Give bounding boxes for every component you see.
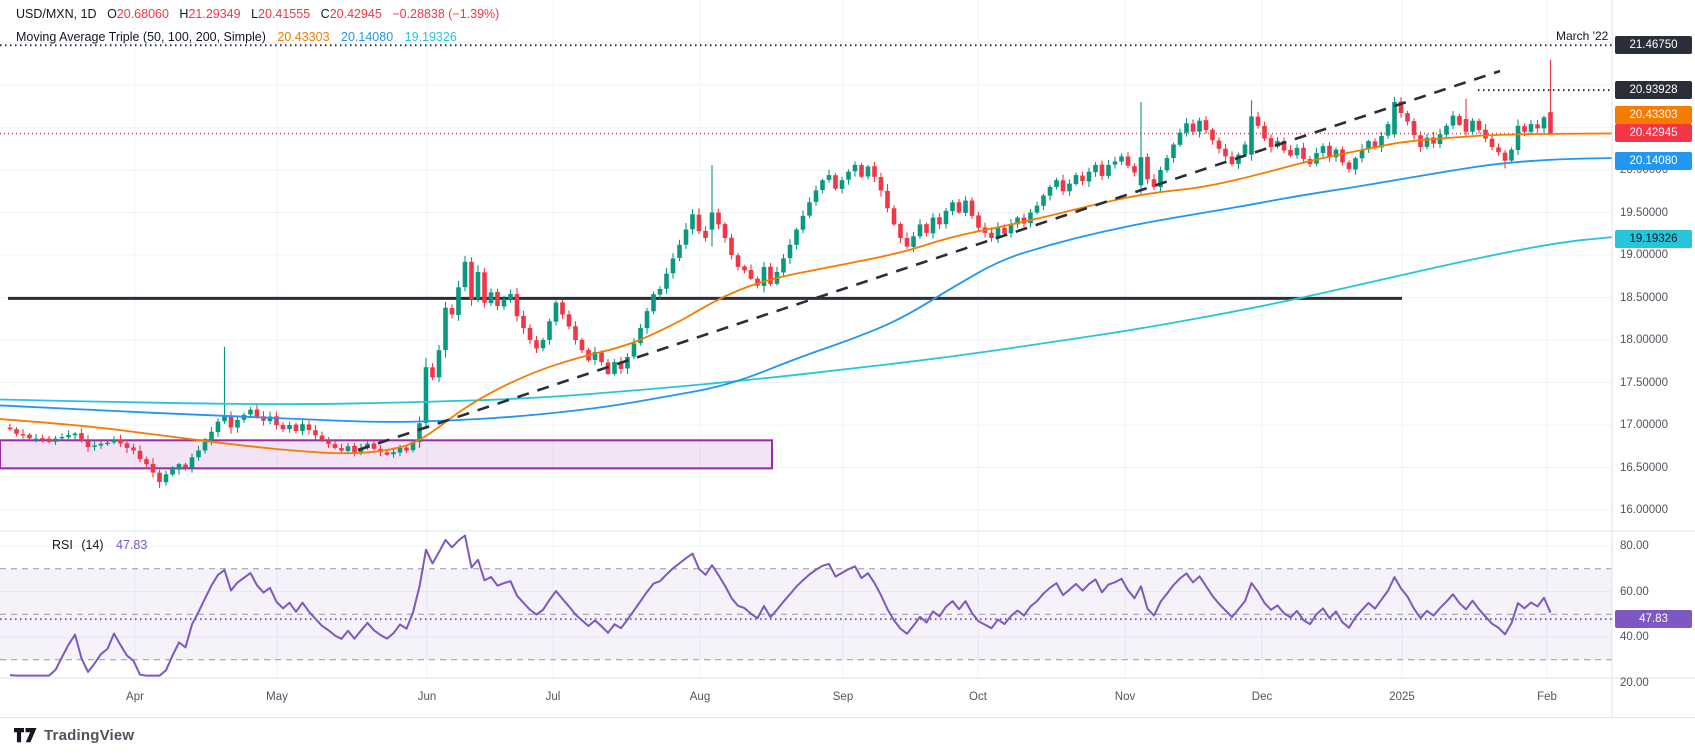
ma200-value: 19.19326 — [404, 30, 457, 44]
time-tick-label: Oct — [969, 691, 987, 703]
symbol-title: USD/MXN, 1D — [16, 7, 97, 21]
price-tick-label: 17.50000 — [1620, 376, 1668, 389]
price-tick-label: 18.00000 — [1620, 334, 1668, 346]
symbol-legend-row[interactable]: USD/MXN, 1D O20.68060 H21.29349 L20.4155… — [16, 7, 499, 21]
time-tick-label: Jul — [545, 691, 561, 703]
time-tick-label: Nov — [1114, 691, 1136, 703]
time-tick-label: Aug — [689, 691, 711, 703]
time-tick-label: 2025 — [1389, 691, 1415, 703]
low-value: 20.41555 — [258, 7, 311, 21]
high-label: H — [179, 7, 189, 21]
price-tick-label: 19.50000 — [1620, 206, 1668, 219]
march22-annotation: March '22 — [1556, 29, 1609, 43]
ma-legend-row[interactable]: Moving Average Triple (50, 100, 200, Sim… — [16, 30, 457, 44]
rsi-value-badge: 47.83 — [1615, 610, 1692, 629]
rsi-tick-label: 60.00 — [1620, 585, 1649, 598]
rsi-tick-label: 20.00 — [1620, 676, 1649, 689]
rsi-tick-label: 40.00 — [1620, 631, 1649, 643]
low-label: L — [251, 7, 259, 21]
price-tick-label: 17.00000 — [1620, 419, 1668, 431]
price-badge: 20.43303 — [1615, 106, 1692, 125]
tradingview-logo-text: TradingView — [44, 727, 135, 744]
price-badge: 20.14080 — [1615, 152, 1692, 171]
time-tick-label: Jun — [417, 691, 437, 703]
time-tick-label: Apr — [126, 691, 144, 703]
tradingview-logo[interactable]: TradingView — [14, 727, 134, 744]
rsi-legend-row[interactable]: RSI (14) 47.83 — [52, 538, 147, 552]
open-label: O — [107, 7, 117, 21]
price-badge: 20.93928 — [1615, 81, 1692, 100]
rsi-params: (14) — [81, 538, 104, 552]
close-value: 20.42945 — [329, 7, 382, 21]
rsi-value: 47.83 — [116, 538, 148, 552]
price-tick-label: 16.00000 — [1620, 504, 1668, 516]
price-badge: 21.46750 — [1615, 36, 1692, 55]
ma100-value: 20.14080 — [341, 30, 394, 44]
time-tick-label: Feb — [1537, 691, 1557, 703]
price-tick-label: 19.00000 — [1620, 249, 1668, 261]
high-value: 21.29349 — [188, 7, 241, 21]
price-tick-label: 16.50000 — [1620, 461, 1668, 474]
footer-bar: TradingView — [0, 717, 1695, 753]
rsi-title: RSI — [52, 538, 73, 552]
price-badge: 19.19326 — [1615, 229, 1692, 248]
ma-indicator-title: Moving Average Triple (50, 100, 200, Sim… — [16, 30, 266, 44]
time-axis[interactable] — [0, 678, 1612, 717]
ma50-value: 20.43303 — [277, 30, 330, 44]
change-value: −0.28838 (−1.39%) — [392, 7, 500, 21]
rsi-tick-label: 80.00 — [1620, 540, 1649, 552]
price-tick-label: 18.50000 — [1620, 291, 1668, 304]
close-label: C — [320, 7, 330, 21]
open-value: 20.68060 — [116, 7, 169, 21]
tradingview-logo-icon — [14, 727, 37, 742]
time-tick-label: Sep — [832, 691, 854, 703]
price-badge: 20.42945 — [1615, 124, 1692, 143]
time-tick-label: Dec — [1251, 691, 1273, 703]
time-tick-label: May — [266, 691, 288, 703]
